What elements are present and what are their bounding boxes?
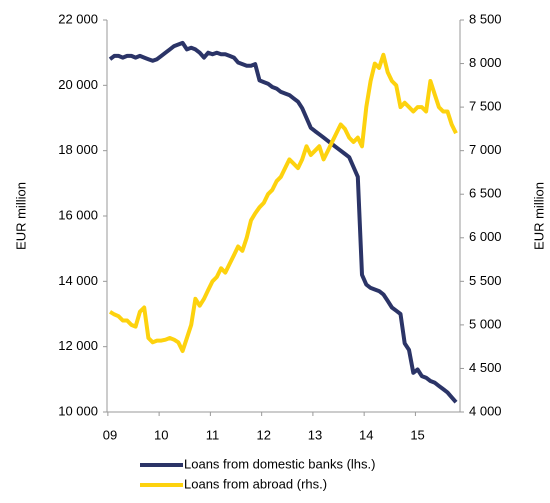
y2-tick-label: 8 000 — [469, 55, 502, 70]
x-tick-label: 13 — [308, 427, 322, 442]
x-tick-label: 10 — [154, 427, 168, 442]
legend-label: Loans from abroad (rhs.) — [184, 476, 327, 491]
y2-tick-label: 7 000 — [469, 142, 502, 157]
y2-tick-label: 5 000 — [469, 316, 502, 331]
y2-axis-label: EUR million — [531, 182, 546, 250]
x-tick-label: 09 — [103, 427, 117, 442]
y2-tick-label: 5 500 — [469, 273, 502, 288]
y-tick-label: 16 000 — [58, 207, 98, 222]
y2-tick-label: 6 000 — [469, 229, 502, 244]
y-tick-label: 22 000 — [58, 11, 98, 26]
y-tick-label: 10 000 — [58, 403, 98, 418]
y-axis-label: EUR million — [13, 182, 28, 250]
legend-label: Loans from domestic banks (lhs.) — [184, 456, 375, 471]
y2-tick-label: 4 000 — [469, 403, 502, 418]
y2-tick-label: 7 500 — [469, 99, 502, 114]
x-tick-label: 12 — [257, 427, 271, 442]
x-tick-label: 11 — [206, 427, 220, 442]
x-tick-label: 15 — [410, 427, 424, 442]
y2-tick-label: 8 500 — [469, 11, 502, 26]
y-tick-label: 20 000 — [58, 77, 98, 92]
y2-tick-label: 6 500 — [469, 186, 502, 201]
x-tick-label: 14 — [359, 427, 373, 442]
y-tick-label: 14 000 — [58, 273, 98, 288]
y-tick-label: 18 000 — [58, 142, 98, 157]
y2-tick-label: 4 500 — [469, 360, 502, 375]
line-series — [108, 52, 458, 353]
y-tick-label: 12 000 — [58, 338, 98, 353]
line-series — [108, 40, 458, 404]
